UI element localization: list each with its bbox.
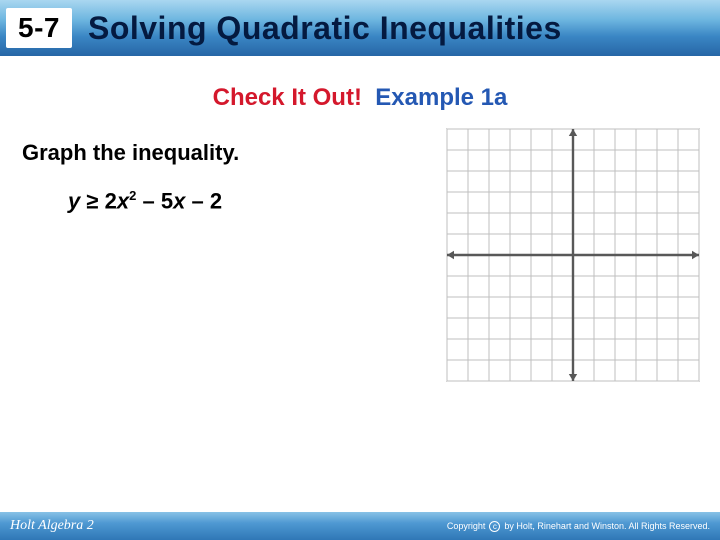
footer-copyright: Copyrightcby Holt, Rinehart and Winston.… <box>447 521 710 532</box>
content-area: Graph the inequality. y ≥ 2x2 – 5x – 2 <box>0 140 720 214</box>
grid-svg <box>446 128 700 382</box>
check-it-out-label: Check It Out! <box>213 84 362 111</box>
example-number: Example 1a <box>369 84 508 111</box>
footer-brand: Holt Algebra 2 <box>10 518 94 534</box>
header-bar: 5-7 Solving Quadratic Inequalities <box>0 0 720 56</box>
example-subheader: Check It Out! Example 1a <box>0 84 720 112</box>
footer-bar: Holt Algebra 2 Copyrightcby Holt, Rineha… <box>0 512 720 540</box>
lesson-number-badge: 5-7 <box>6 8 72 48</box>
coordinate-grid <box>446 128 700 387</box>
lesson-title: Solving Quadratic Inequalities <box>88 10 562 47</box>
